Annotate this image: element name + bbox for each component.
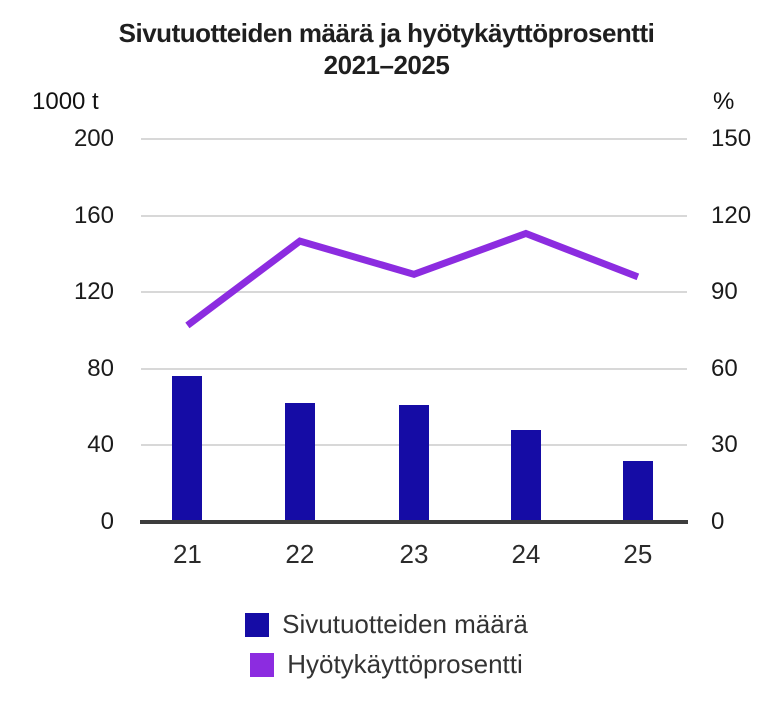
right-axis-tick-label: 120 bbox=[711, 201, 752, 229]
gridline bbox=[141, 367, 687, 370]
x-axis-tick-label-23: 23 bbox=[399, 539, 429, 569]
x-axis-tick-label-25: 25 bbox=[623, 539, 653, 569]
gridline bbox=[141, 138, 687, 140]
right-axis-tick-label: 60 bbox=[711, 354, 738, 382]
bar-25 bbox=[622, 460, 653, 522]
bar-24 bbox=[510, 430, 541, 522]
right-axis-tick-label: 0 bbox=[711, 508, 725, 535]
legend-swatch-icon bbox=[250, 652, 275, 677]
line-series bbox=[185, 229, 640, 329]
right-axis-tick-label: 30 bbox=[711, 431, 738, 459]
legend-label: Hyötykäyttöprosentti bbox=[287, 649, 523, 680]
left-axis-tick-label: 200 bbox=[73, 125, 114, 152]
left-axis-tick-label: 120 bbox=[73, 278, 114, 306]
legend-swatch-icon bbox=[245, 612, 270, 637]
left-axis-unit: 1000 t bbox=[32, 88, 99, 115]
bar-22 bbox=[284, 403, 315, 522]
chart-title-line1: Sivutuotteiden määrä ja hyötykäyttöprose… bbox=[118, 18, 655, 48]
chart-title-line2: 2021–2025 bbox=[323, 49, 450, 80]
legend: Sivutuotteiden määrä Hyötykäyttöprosentti bbox=[0, 609, 773, 680]
left-axis-tick-label: 40 bbox=[87, 431, 114, 459]
legend-item: Sivutuotteiden määrä bbox=[245, 609, 528, 640]
x-axis-line bbox=[140, 520, 688, 524]
x-axis-tick-label-24: 24 bbox=[511, 539, 541, 569]
bar-23 bbox=[399, 405, 429, 522]
bar-21 bbox=[172, 376, 203, 522]
right-axis-unit: % bbox=[713, 88, 735, 115]
left-axis-tick-label: 80 bbox=[87, 354, 114, 382]
chart-title: Sivutuotteiden määrä ja hyötykäyttöprose… bbox=[0, 18, 773, 81]
left-axis-tick-label: 160 bbox=[73, 201, 114, 229]
legend-label: Sivutuotteiden määrä bbox=[282, 609, 528, 639]
x-axis-tick-label-21: 21 bbox=[172, 539, 202, 569]
x-axis-tick-label-22: 22 bbox=[285, 539, 315, 569]
legend-item: Hyötykäyttöprosentti bbox=[250, 649, 523, 680]
gridline bbox=[141, 214, 687, 217]
utilization-line bbox=[185, 229, 640, 329]
left-axis-tick-label: 0 bbox=[100, 508, 114, 535]
gridline bbox=[141, 291, 687, 294]
plot-area bbox=[141, 139, 687, 522]
right-axis-tick-label: 150 bbox=[711, 125, 752, 152]
right-axis-tick-label: 90 bbox=[711, 278, 738, 306]
